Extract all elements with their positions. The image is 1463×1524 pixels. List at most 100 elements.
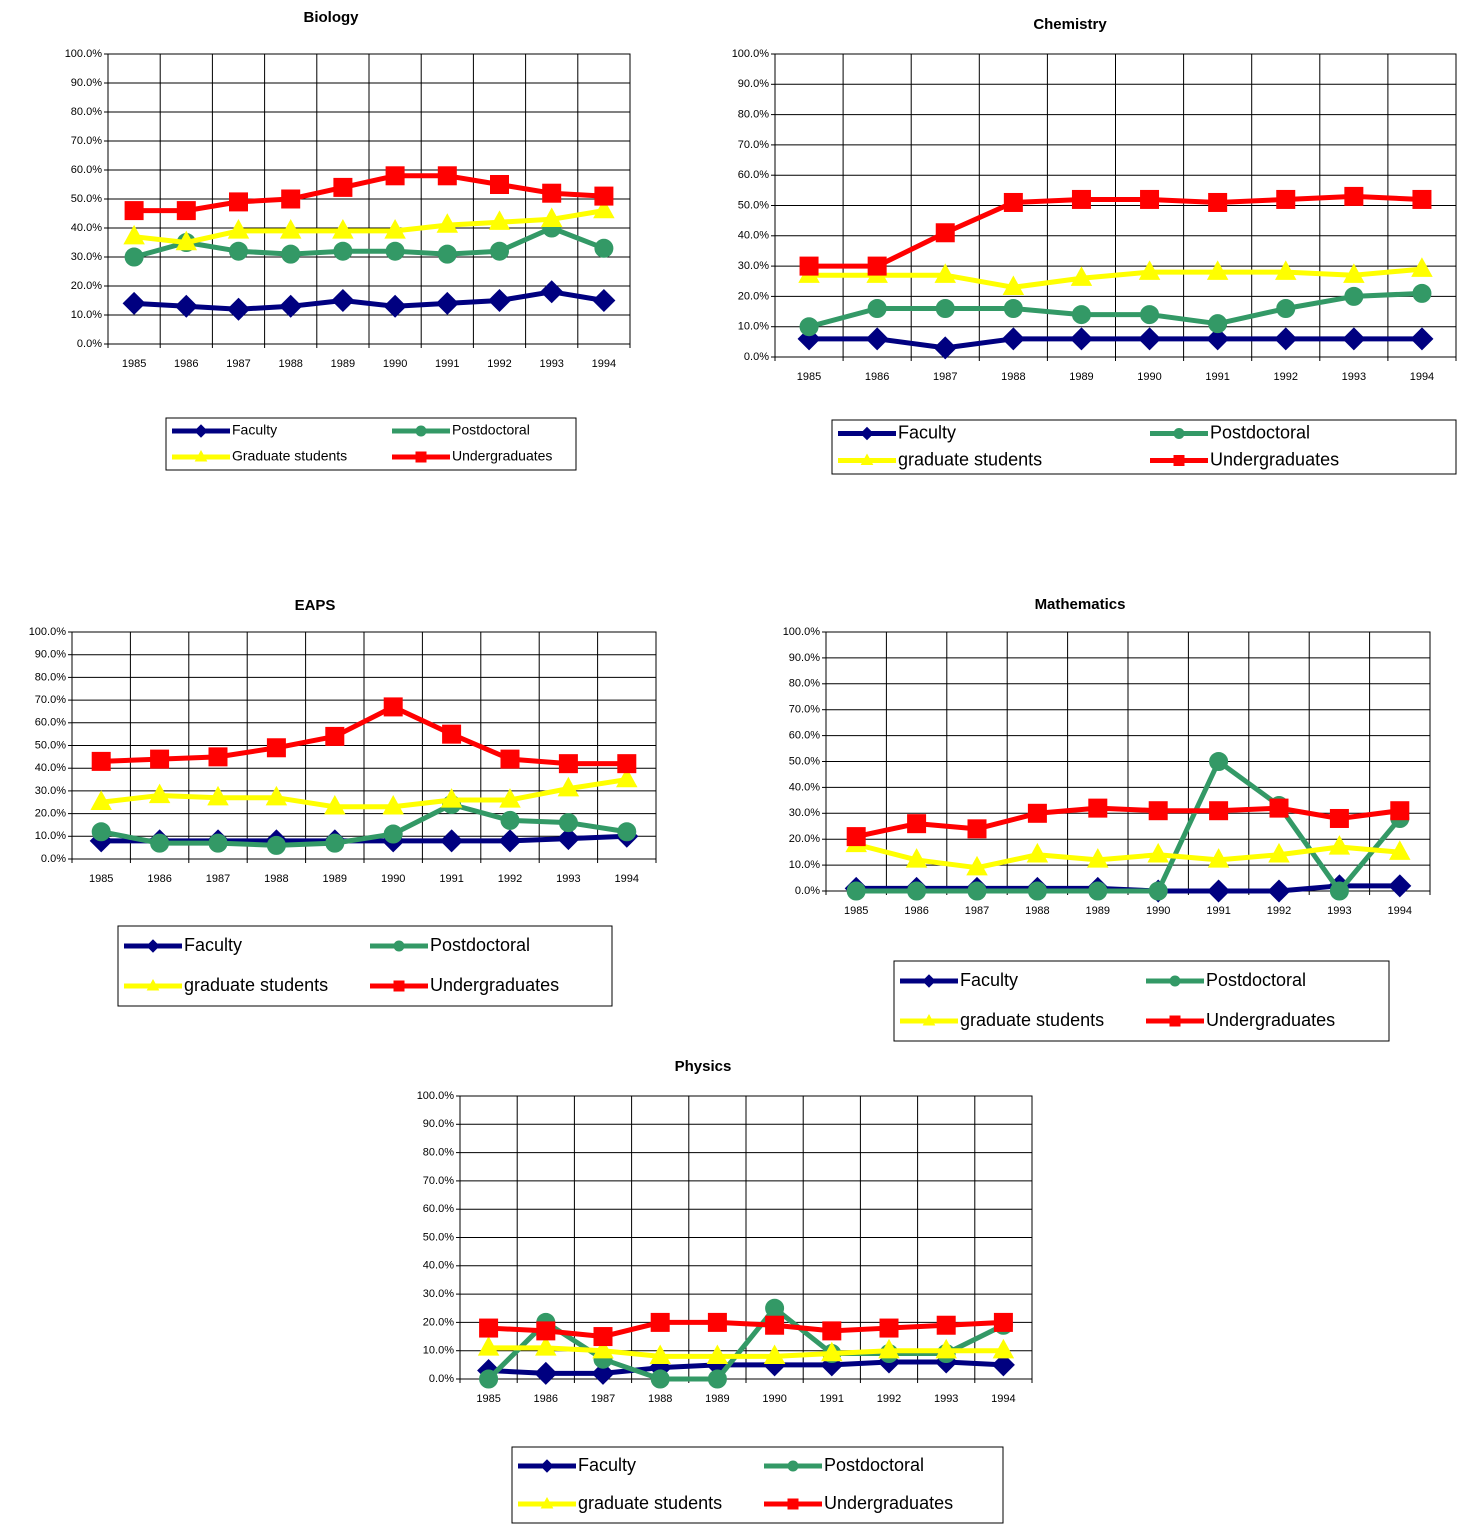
line-chart: EAPS 0.0% 10.0% 20.0% 30.0% 40.0% 50.0% 60.0% 70… — [29, 597, 657, 1007]
marker-triangle — [540, 1496, 554, 1509]
series-line — [100, 777, 628, 810]
marker-circle — [650, 1369, 670, 1389]
y-tick-label: 60.0% — [738, 169, 769, 181]
marker-circle — [707, 1369, 727, 1389]
y-tick-label: 10.0% — [423, 1345, 454, 1357]
marker-circle — [1169, 975, 1181, 987]
marker-triangle — [992, 1338, 1015, 1359]
x-tick-label: 1989 — [331, 358, 355, 370]
marker-square — [1209, 801, 1229, 821]
marker-circle — [765, 1298, 785, 1318]
marker-triangle — [1026, 842, 1049, 863]
x-tick-label: 1993 — [1342, 371, 1366, 383]
y-tick-label: 70.0% — [35, 694, 66, 706]
legend-box — [117, 925, 613, 1007]
marker-square — [281, 189, 301, 209]
legend-label: Graduate students — [232, 448, 347, 464]
x-tick-label: 1987 — [206, 873, 230, 885]
y-tick-label: 0.0% — [429, 1373, 454, 1385]
y-tick-label: 60.0% — [789, 730, 820, 742]
chart-title: Mathematics — [1035, 596, 1126, 613]
marker-square — [558, 754, 578, 774]
marker-square — [1329, 808, 1349, 828]
x-tick-label: 1985 — [122, 358, 146, 370]
plot-frame — [774, 53, 1457, 358]
marker-square — [879, 1318, 899, 1338]
marker-triangle — [488, 210, 511, 230]
x-tick-label: 1990 — [383, 358, 407, 370]
marker-triangle — [1002, 275, 1025, 296]
y-tick-label: 50.0% — [789, 755, 820, 767]
marker-circle — [967, 881, 987, 901]
marker-square — [1148, 801, 1168, 821]
legend-label: Faculty — [578, 1455, 636, 1475]
marker-diamond — [1001, 327, 1025, 351]
marker-circle — [1276, 299, 1296, 319]
y-tick-label: 80.0% — [423, 1147, 454, 1159]
marker-square — [707, 1312, 727, 1332]
series-line — [486, 1305, 1005, 1382]
marker-square — [967, 819, 987, 839]
y-tick-label: 50.0% — [71, 193, 102, 205]
x-tick-label: 1986 — [147, 873, 171, 885]
marker-diamond — [933, 336, 957, 360]
marker-triangle — [332, 219, 354, 239]
marker-diamond — [498, 829, 522, 853]
x-tick-label: 1988 — [648, 1393, 672, 1405]
y-tick-label: 20.0% — [423, 1316, 454, 1328]
marker-square — [1390, 801, 1410, 821]
marker-circle — [150, 833, 170, 853]
series-line — [809, 336, 1422, 351]
marker-triangle — [935, 1338, 957, 1359]
marker-circle — [1027, 881, 1047, 901]
marker-triangle — [706, 1344, 729, 1365]
marker-triangle — [146, 978, 160, 991]
marker-triangle — [175, 230, 198, 251]
marker-circle — [1173, 428, 1185, 439]
marker-square — [993, 1312, 1013, 1332]
marker-square — [1003, 192, 1023, 212]
x-tick-label: 1986 — [534, 1393, 558, 1405]
marker-square — [229, 192, 248, 212]
marker-triangle — [499, 788, 521, 808]
series-line — [133, 208, 605, 245]
x-tick-label: 1994 — [1410, 371, 1434, 383]
marker-triangle — [860, 453, 874, 465]
marker-square — [393, 980, 405, 992]
legend-label: Faculty — [960, 970, 1018, 990]
marker-square — [594, 186, 614, 206]
legend-label: Faculty — [232, 422, 277, 438]
series-line — [488, 1359, 1004, 1376]
y-tick-label: 90.0% — [71, 77, 102, 89]
marker-triangle — [1138, 260, 1161, 280]
x-tick-label: 1994 — [1388, 905, 1412, 917]
marker-triangle — [477, 1336, 500, 1356]
chart-title: Biology — [304, 9, 360, 26]
x-tick-label: 1987 — [965, 905, 989, 917]
y-tick-label: 50.0% — [35, 739, 66, 751]
x-tick-label: 1992 — [877, 1393, 901, 1405]
marker-diamond — [383, 294, 407, 318]
marker-circle — [846, 881, 866, 901]
x-tick-label: 1988 — [264, 873, 288, 885]
series-line — [855, 805, 1401, 840]
y-tick-label: 60.0% — [423, 1203, 454, 1215]
series-line — [809, 193, 1423, 269]
marker-circle — [229, 241, 248, 261]
marker-square — [437, 166, 457, 186]
marker-triangle — [821, 1341, 843, 1362]
y-tick-label: 0.0% — [41, 853, 66, 865]
x-tick-label: 1990 — [1137, 371, 1161, 383]
marker-circle — [1088, 881, 1108, 901]
marker-diamond — [435, 291, 459, 315]
marker-diamond — [1388, 874, 1412, 898]
marker-diamond — [540, 280, 564, 304]
marker-circle — [383, 824, 403, 844]
y-tick-label: 10.0% — [35, 830, 66, 842]
marker-triangle — [616, 767, 638, 788]
y-tick-label: 20.0% — [789, 833, 820, 845]
marker-triangle — [966, 855, 988, 876]
y-tick-label: 30.0% — [738, 260, 769, 272]
